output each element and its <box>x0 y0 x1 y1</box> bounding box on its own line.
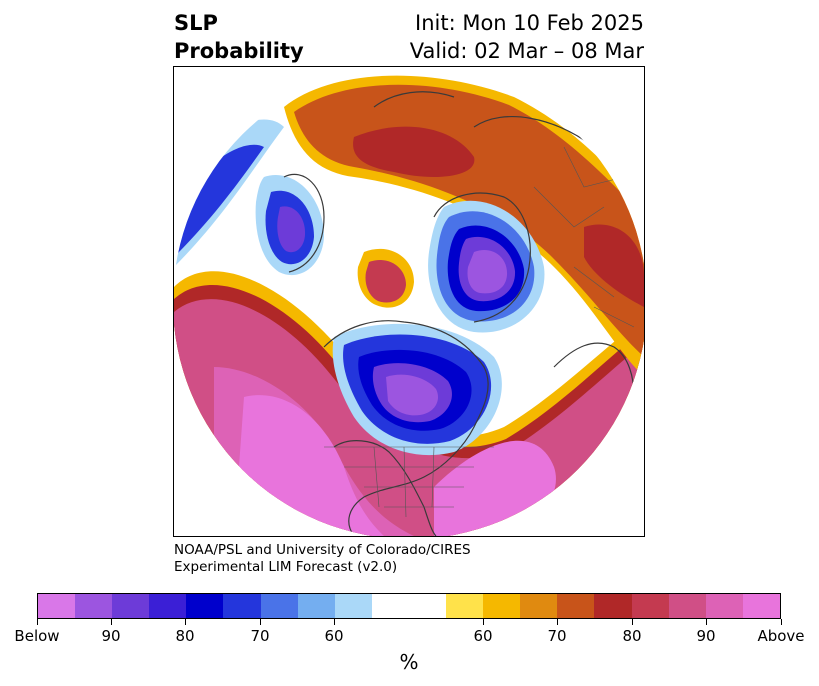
credit-text: NOAA/PSL and University of Colorado/CIRE… <box>174 542 471 576</box>
colorbar-segment <box>223 594 261 618</box>
valid-range: Valid: 02 Mar – 08 Mar <box>409 39 644 63</box>
colorbar-unit: % <box>399 650 419 674</box>
title-quantity: Probability <box>174 39 304 63</box>
political-borders <box>324 146 635 518</box>
colorbar-segment <box>557 594 595 618</box>
colorbar-tick-label: 90 <box>696 627 716 645</box>
colorbar-segment <box>483 594 521 618</box>
colorbar-segment <box>334 594 372 618</box>
colorbar-tick-label: Above <box>757 627 805 645</box>
colorbar-segment <box>371 594 409 618</box>
title-variable: SLP <box>174 11 218 35</box>
colorbar-segment <box>594 594 632 618</box>
colorbar-segment <box>75 594 113 618</box>
colorbar <box>37 593 781 619</box>
colorbar-segment <box>742 594 780 618</box>
colorbar-tick-mark <box>780 619 782 625</box>
probability-map <box>173 66 645 537</box>
colorbar-segment <box>631 594 669 618</box>
colorbar-segment <box>186 594 224 618</box>
colorbar-tick-mark <box>482 619 484 625</box>
colorbar-tick-label: 70 <box>547 627 567 645</box>
forecast-dates: Init: Mon 10 Feb 2025 Valid: 02 Mar – 08… <box>410 9 644 65</box>
colorbar-tick-mark <box>259 619 261 625</box>
colorbar-segment <box>408 594 447 618</box>
colorbar-tick-mark <box>631 619 633 625</box>
colorbar-segment <box>38 594 76 618</box>
colorbar-segment <box>112 594 150 618</box>
colorbar-segment <box>705 594 743 618</box>
colorbar-tick-label: 80 <box>622 627 642 645</box>
colorbar-segment <box>297 594 335 618</box>
probability-field <box>174 67 644 536</box>
colorbar-tick-label: 90 <box>101 627 121 645</box>
colorbar-tick-mark <box>184 619 186 625</box>
colorbar-tick-label: 70 <box>250 627 270 645</box>
init-date: Init: Mon 10 Feb 2025 <box>415 11 644 35</box>
colorbar-tick-label: Below <box>14 627 60 645</box>
colorbar-tick-label: 60 <box>324 627 344 645</box>
colorbar-segment <box>446 594 484 618</box>
colorbar-segment <box>668 594 706 618</box>
colorbar-tick-mark <box>333 619 335 625</box>
colorbar-tick-mark <box>36 619 38 625</box>
credit-line-2: Experimental LIM Forecast (v2.0) <box>174 559 398 575</box>
colorbar-segment <box>260 594 298 618</box>
colorbar-tick-mark <box>556 619 558 625</box>
credit-line-1: NOAA/PSL and University of Colorado/CIRE… <box>174 542 471 558</box>
colorbar-tick-label: 60 <box>473 627 493 645</box>
coastlines <box>283 91 640 536</box>
colorbar-tick-label: 80 <box>175 627 195 645</box>
colorbar-segment <box>520 594 558 618</box>
colorbar-segment <box>149 594 187 618</box>
colorbar-tick-mark <box>705 619 707 625</box>
polar-map-svg <box>174 67 644 536</box>
map-title: SLP Probability <box>174 9 304 65</box>
colorbar-tick-mark <box>110 619 112 625</box>
